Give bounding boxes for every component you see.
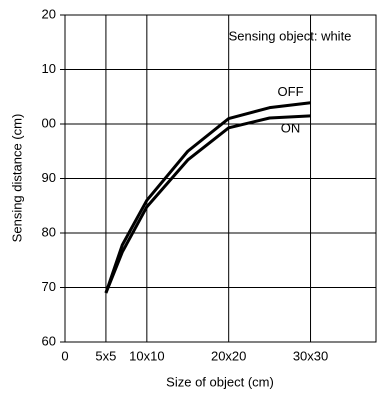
x-axis-label: Size of object (cm) xyxy=(166,374,274,389)
y-tick-label: 20 xyxy=(42,6,56,21)
y-tick-label: 80 xyxy=(42,224,56,239)
x-tick-label: 10x10 xyxy=(129,348,164,363)
series-label: ON xyxy=(281,120,301,135)
series-label: OFF xyxy=(278,84,304,99)
annotation: Sensing object: white xyxy=(229,28,352,43)
x-tick-label: 30x30 xyxy=(293,348,328,363)
y-axis-label: Sensing distance (cm) xyxy=(9,114,24,243)
y-tick-label: 10 xyxy=(42,61,56,76)
y-tick-label: 00 xyxy=(42,115,56,130)
x-tick-label: 5x5 xyxy=(95,348,116,363)
series-line xyxy=(104,114,311,294)
y-tick-label: 60 xyxy=(42,333,56,348)
y-tick-label: 90 xyxy=(42,170,56,185)
x-tick-label: 20x20 xyxy=(211,348,246,363)
series-line xyxy=(104,101,311,294)
y-tick-label: 70 xyxy=(42,279,56,294)
x-tick-label: 0 xyxy=(61,348,68,363)
